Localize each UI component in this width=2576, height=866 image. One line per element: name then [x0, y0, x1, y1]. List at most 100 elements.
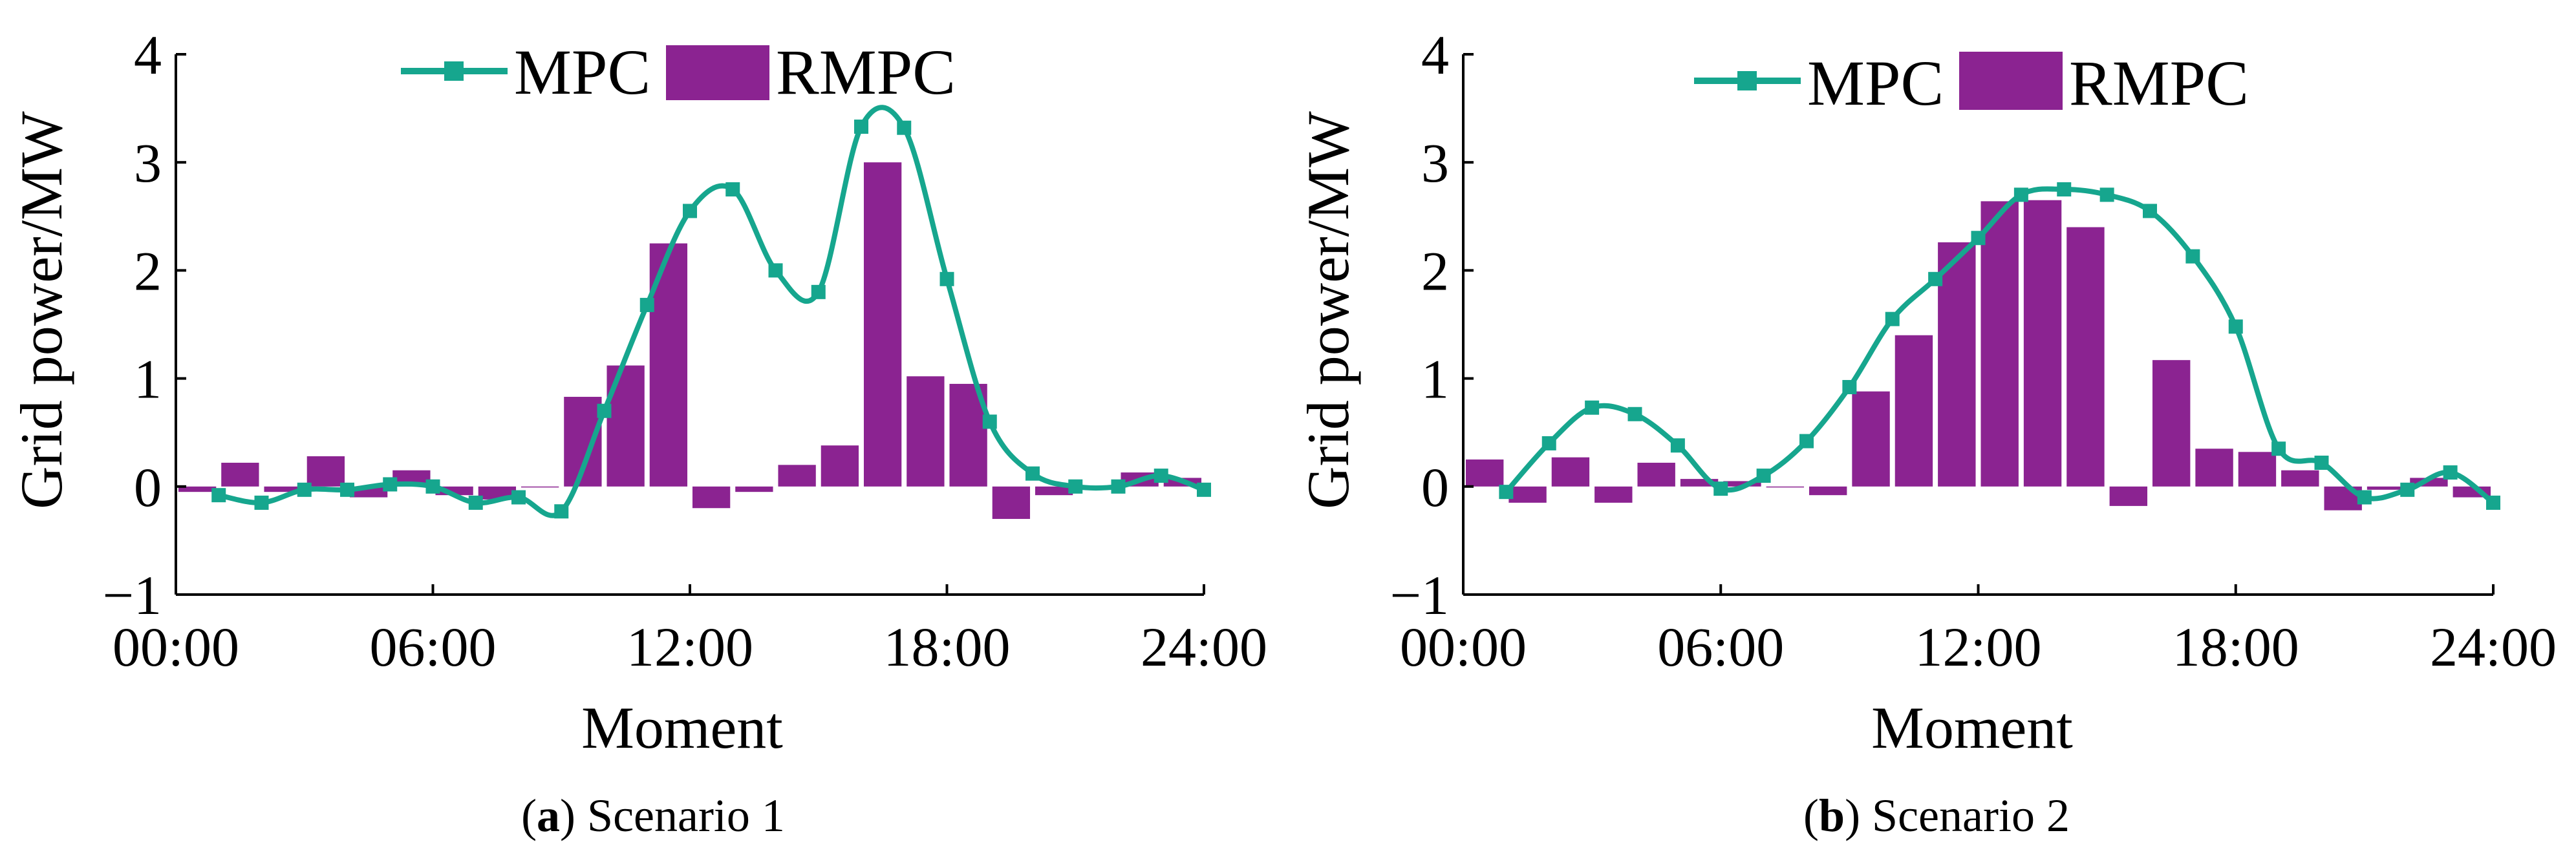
legend-rmpc-swatch — [666, 45, 769, 100]
mpc-marker-15 — [811, 284, 826, 299]
legend-rmpc-label: RMPC — [776, 36, 956, 108]
rmpc-bar-13 — [692, 486, 731, 509]
panel-label: b — [1819, 790, 1845, 841]
legend: MPC RMPC — [401, 36, 956, 108]
mpc-marker-3 — [1585, 400, 1600, 415]
mpc-marker-22 — [2400, 482, 2415, 497]
rmpc-bar-9 — [521, 486, 559, 488]
mpc-marker-1 — [211, 488, 226, 503]
mpc-marker-8 — [511, 490, 526, 505]
plot-area: −1 0 1 2 3 4 00:00 06:00 12:00 18:00 24:00 — [102, 24, 1267, 678]
mpc-marker-4 — [1627, 407, 1642, 421]
mpc-marker-11 — [1928, 271, 1943, 286]
x-tick-label: 18:00 — [2173, 616, 2299, 678]
rmpc-bar-18 — [2195, 449, 2233, 487]
rmpc-bar-4 — [1594, 486, 1633, 503]
mpc-marker-7 — [468, 495, 483, 510]
mpc-marker-9 — [1842, 379, 1857, 394]
legend-mpc-label: MPC — [1807, 47, 1944, 119]
mpc-marker-13 — [2013, 187, 2028, 202]
panel-caption-text: Scenario 2 — [1872, 790, 2070, 841]
legend-mpc-marker — [1737, 71, 1757, 90]
chart-panel-b: −1 0 1 2 3 4 00:00 06:00 12:00 18:00 24:00 Grid po… — [1295, 24, 2557, 841]
mpc-marker-14 — [768, 263, 783, 278]
mpc-marker-16 — [854, 120, 868, 134]
rmpc-bar-5 — [1637, 463, 1675, 487]
mpc-marker-8 — [1799, 434, 1814, 449]
legend-rmpc-swatch — [1959, 52, 2063, 110]
mpc-marker-21 — [2357, 490, 2372, 505]
mpc-marker-12 — [683, 204, 697, 218]
rmpc-bar-21 — [1035, 486, 1073, 496]
legend-rmpc-label: RMPC — [2069, 47, 2249, 119]
mpc-marker-24 — [1197, 482, 1211, 497]
rmpc-bar-2 — [1508, 486, 1547, 503]
rmpc-bar-16 — [821, 445, 859, 487]
y-tick-label: −1 — [102, 564, 162, 626]
mpc-marker-10 — [1885, 312, 1900, 326]
legend-mpc-marker — [444, 61, 464, 81]
mpc-marker-16 — [2143, 204, 2157, 218]
x-tick-label: 18:00 — [884, 616, 1011, 678]
panel-caption: (a) Scenario 1 — [521, 790, 785, 841]
rmpc-bar-3 — [1551, 457, 1590, 487]
mpc-marker-11 — [639, 297, 654, 312]
y-tick-label: 1 — [134, 348, 162, 410]
rmpc-bar-17 — [863, 162, 902, 487]
y-tick-label: 1 — [1421, 348, 1449, 410]
mpc-marker-20 — [2314, 456, 2329, 470]
y-tick-label: 3 — [1421, 132, 1449, 194]
rmpc-bar-2 — [221, 463, 259, 487]
mpc-marker-2 — [254, 495, 269, 510]
rmpc-bar-11 — [1894, 335, 1933, 487]
y-tick-label: 4 — [134, 24, 162, 86]
mpc-marker-2 — [1541, 436, 1556, 450]
rmpc-bar-4 — [306, 456, 345, 487]
mpc-marker-23 — [1154, 469, 1168, 483]
rmpc-bar-18 — [907, 376, 945, 487]
x-tick-label: 06:00 — [1657, 616, 1784, 678]
x-tick-label: 12:00 — [1915, 616, 2042, 678]
rmpc-bar-14 — [2023, 200, 2062, 487]
panel-caption-text: Scenario 1 — [587, 790, 785, 841]
y-tick-label: 2 — [1421, 240, 1449, 302]
y-axis-label: Grid power/MW — [1295, 111, 1361, 509]
x-axis-label: Moment — [1871, 695, 2073, 761]
rmpc-bar-10 — [1852, 391, 1890, 487]
y-tick-label: 2 — [134, 240, 162, 302]
rmpc-bar-8 — [1766, 486, 1805, 488]
mpc-marker-5 — [383, 477, 398, 492]
mpc-marker-15 — [2099, 187, 2114, 202]
rmpc-bar-1 — [178, 486, 217, 492]
rmpc-bar-17 — [2152, 360, 2191, 487]
rmpc-bar-7 — [1723, 481, 1761, 487]
rmpc-bar-19 — [2238, 452, 2277, 487]
mpc-marker-17 — [2185, 249, 2200, 264]
rmpc-bar-1 — [1465, 459, 1504, 487]
mpc-marker-18 — [2228, 319, 2243, 334]
rmpc-bar-20 — [2281, 470, 2319, 487]
chart-panel-a: −1 0 1 2 3 4 00:00 06:00 12:00 18:00 24:00 Grid po… — [8, 24, 1267, 841]
plot-area: −1 0 1 2 3 4 00:00 06:00 12:00 18:00 24:00 — [1390, 24, 2556, 678]
rmpc-bar-3 — [264, 486, 302, 492]
legend: MPC RMPC — [1694, 47, 2249, 119]
rmpc-bar-14 — [735, 486, 773, 492]
mpc-marker-6 — [425, 479, 440, 494]
mpc-marker-1 — [1499, 485, 1514, 500]
mpc-marker-7 — [1756, 469, 1771, 483]
mpc-line — [218, 105, 1205, 518]
rmpc-bar-15 — [778, 465, 816, 487]
mpc-marker-10 — [597, 403, 612, 418]
mpc-marker-9 — [554, 504, 569, 519]
rmpc-bar-11 — [606, 365, 645, 487]
mpc-marker-22 — [1111, 479, 1126, 494]
x-tick-label: 24:00 — [1141, 616, 1267, 678]
mpc-marker-3 — [297, 482, 312, 497]
mpc-marker-6 — [1713, 481, 1728, 496]
x-tick-label: 24:00 — [2430, 616, 2557, 678]
mpc-marker-24 — [2486, 495, 2500, 510]
rmpc-bar-13 — [1980, 201, 2019, 487]
mpc-marker-19 — [2271, 441, 2286, 456]
y-tick-label: −1 — [1390, 564, 1449, 626]
y-tick-label: 4 — [1421, 24, 1449, 86]
